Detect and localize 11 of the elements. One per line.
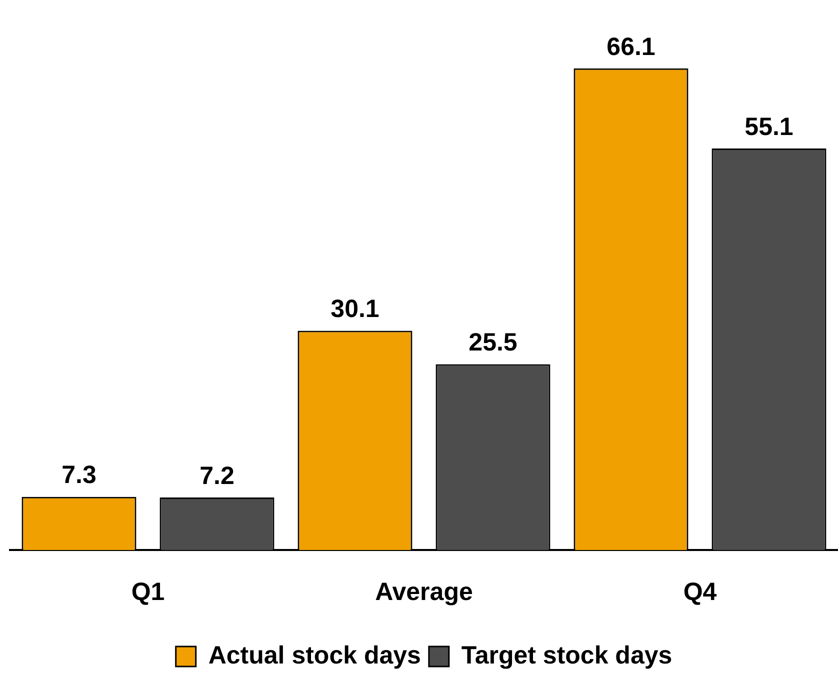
data-label: 55.1 (744, 112, 794, 141)
data-label: 25.5 (468, 328, 518, 357)
data-label: 66.1 (606, 32, 656, 61)
data-label: 7.2 (200, 462, 234, 490)
legend-label: Target stock days (461, 641, 672, 670)
x-tick-label: Q4 (683, 578, 717, 606)
data-label: 7.3 (62, 461, 96, 490)
data-label: 30.1 (330, 295, 380, 324)
legend-label: Actual stock days (208, 641, 421, 670)
x-tick-label: Average (375, 578, 473, 606)
x-tick-label: Q1 (131, 578, 165, 606)
